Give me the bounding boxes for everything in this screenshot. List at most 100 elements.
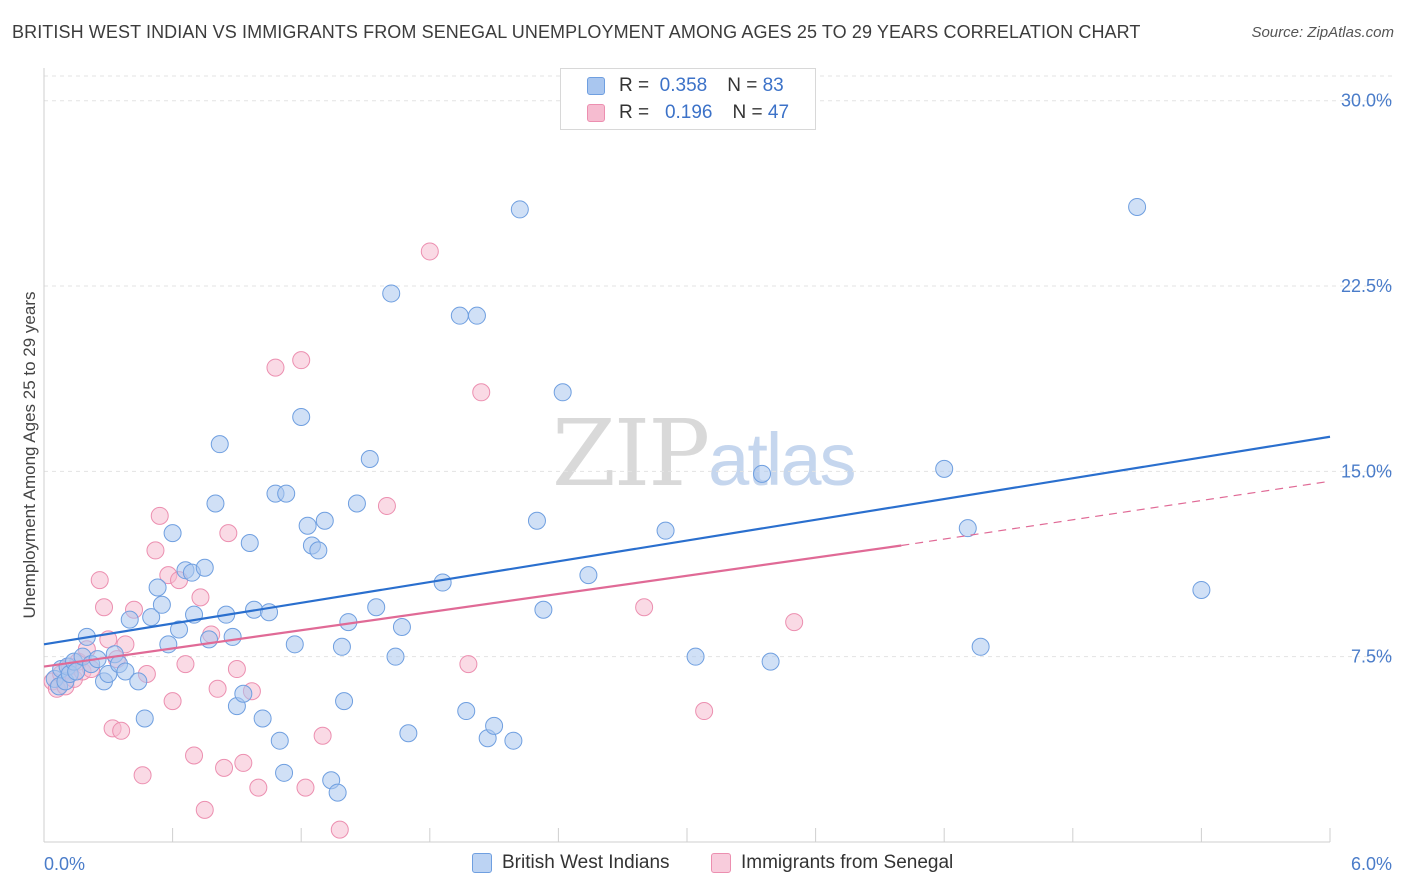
legend-n-value: 47	[767, 102, 790, 123]
tick-labels: 7.5% 15.0% 22.5% 30.0% 0.0% 6.0%	[44, 91, 1392, 874]
legend-swatch-blue	[472, 853, 492, 873]
data-point-bwi	[240, 534, 259, 553]
data-point-senegal	[90, 571, 109, 590]
data-point-bwi	[234, 684, 253, 703]
data-point-bwi	[116, 662, 135, 681]
data-point-bwi	[223, 627, 242, 646]
legend-label-bwi: British West Indians	[502, 852, 670, 873]
data-point-bwi	[210, 435, 229, 454]
data-point-senegal	[313, 726, 332, 745]
data-point-bwi	[292, 407, 311, 426]
data-point-bwi	[958, 519, 977, 538]
legend-row-bwi: R = 0.358 N = 83	[587, 73, 784, 99]
data-point-senegal	[219, 524, 238, 543]
data-point-bwi	[971, 637, 990, 656]
series-legend: British West Indians Immigrants from Sen…	[0, 852, 1406, 878]
data-point-bwi	[347, 494, 366, 513]
legend-item-senegal: Immigrants from Senegal	[711, 852, 953, 874]
data-point-bwi	[382, 284, 401, 303]
trend-line-senegal-extrapolated	[901, 480, 1331, 547]
data-point-senegal	[227, 660, 246, 679]
data-point-senegal	[785, 613, 804, 632]
y-tick-label: 15.0%	[1341, 461, 1392, 481]
correlation-legend: R = 0.358 N = 83 R = 0.196 N = 47	[560, 68, 816, 130]
legend-n-label: N =	[727, 75, 758, 96]
data-point-bwi	[170, 620, 189, 639]
data-point-senegal	[163, 692, 182, 711]
data-point-bwi	[120, 610, 139, 629]
data-point-bwi	[1128, 197, 1147, 216]
data-point-bwi	[277, 484, 296, 503]
legend-item-bwi: British West Indians	[472, 852, 670, 874]
data-point-bwi	[399, 724, 418, 743]
legend-n-value: 83	[762, 75, 784, 96]
source-label: Source: ZipAtlas.com	[1251, 24, 1394, 41]
data-point-bwi	[200, 630, 219, 649]
grid-lines	[44, 75, 1392, 658]
data-point-bwi	[275, 763, 294, 782]
data-point-bwi	[386, 647, 405, 666]
legend-row-senegal: R = 0.196 N = 47	[587, 100, 789, 126]
y-tick-label: 30.0%	[1341, 91, 1392, 111]
series-bwi-points	[45, 197, 1211, 802]
legend-swatch-pink	[711, 853, 731, 873]
legend-n-label: N =	[732, 102, 763, 123]
data-point-bwi	[510, 200, 529, 219]
data-point-senegal	[420, 242, 439, 261]
legend-r-value: 0.196	[664, 102, 713, 123]
data-point-bwi	[142, 608, 161, 627]
data-point-senegal	[215, 758, 234, 777]
data-point-senegal	[146, 541, 165, 560]
data-point-bwi	[206, 494, 225, 513]
zipatlas-watermark: ZIPatlas	[552, 400, 856, 507]
data-point-bwi	[309, 541, 328, 560]
legend-r-label: R =	[619, 102, 650, 123]
data-point-bwi	[360, 450, 379, 468]
x-tick-label: 0.0%	[44, 854, 85, 874]
data-point-bwi	[195, 558, 214, 577]
axes	[43, 68, 1331, 843]
y-tick-label: 22.5%	[1341, 276, 1392, 296]
data-point-senegal	[635, 598, 654, 617]
data-point-bwi	[467, 306, 486, 325]
x-tick-label: 6.0%	[1351, 854, 1392, 874]
chart-title: BRITISH WEST INDIAN VS IMMIGRANTS FROM S…	[12, 22, 1141, 42]
series-senegal-points	[43, 242, 804, 839]
data-point-senegal	[377, 496, 396, 515]
data-point-bwi	[1192, 580, 1211, 599]
data-point-senegal	[472, 383, 491, 402]
data-point-bwi	[298, 516, 317, 535]
data-point-bwi	[285, 635, 304, 654]
data-point-senegal	[208, 679, 227, 698]
data-point-bwi	[163, 524, 182, 543]
data-point-bwi	[656, 521, 675, 540]
data-point-bwi	[328, 783, 347, 802]
trend-line-senegal	[43, 544, 902, 668]
data-point-senegal	[296, 778, 315, 797]
data-point-bwi	[753, 464, 772, 483]
data-point-bwi	[148, 578, 167, 597]
data-point-senegal	[234, 753, 253, 772]
data-point-senegal	[133, 766, 152, 785]
trend-lines	[43, 435, 1331, 668]
data-point-senegal	[249, 778, 268, 797]
data-point-bwi	[553, 383, 572, 402]
data-point-bwi	[504, 731, 523, 750]
data-point-bwi	[457, 702, 476, 721]
data-point-bwi	[270, 731, 289, 750]
data-point-bwi	[433, 573, 452, 592]
data-point-bwi	[527, 511, 546, 530]
data-point-bwi	[485, 716, 504, 735]
data-point-bwi	[367, 598, 386, 617]
data-point-senegal	[292, 351, 311, 370]
data-point-senegal	[195, 800, 214, 819]
data-point-bwi	[534, 600, 553, 619]
data-point-bwi	[315, 511, 334, 530]
legend-swatch-pink	[587, 104, 605, 122]
data-point-senegal	[95, 598, 114, 617]
data-point-bwi	[135, 709, 154, 728]
watermark-atlas: atlas	[708, 418, 856, 501]
trend-line-bwi	[43, 435, 1331, 646]
data-point-bwi	[935, 459, 954, 478]
legend-label-senegal: Immigrants from Senegal	[741, 852, 954, 873]
